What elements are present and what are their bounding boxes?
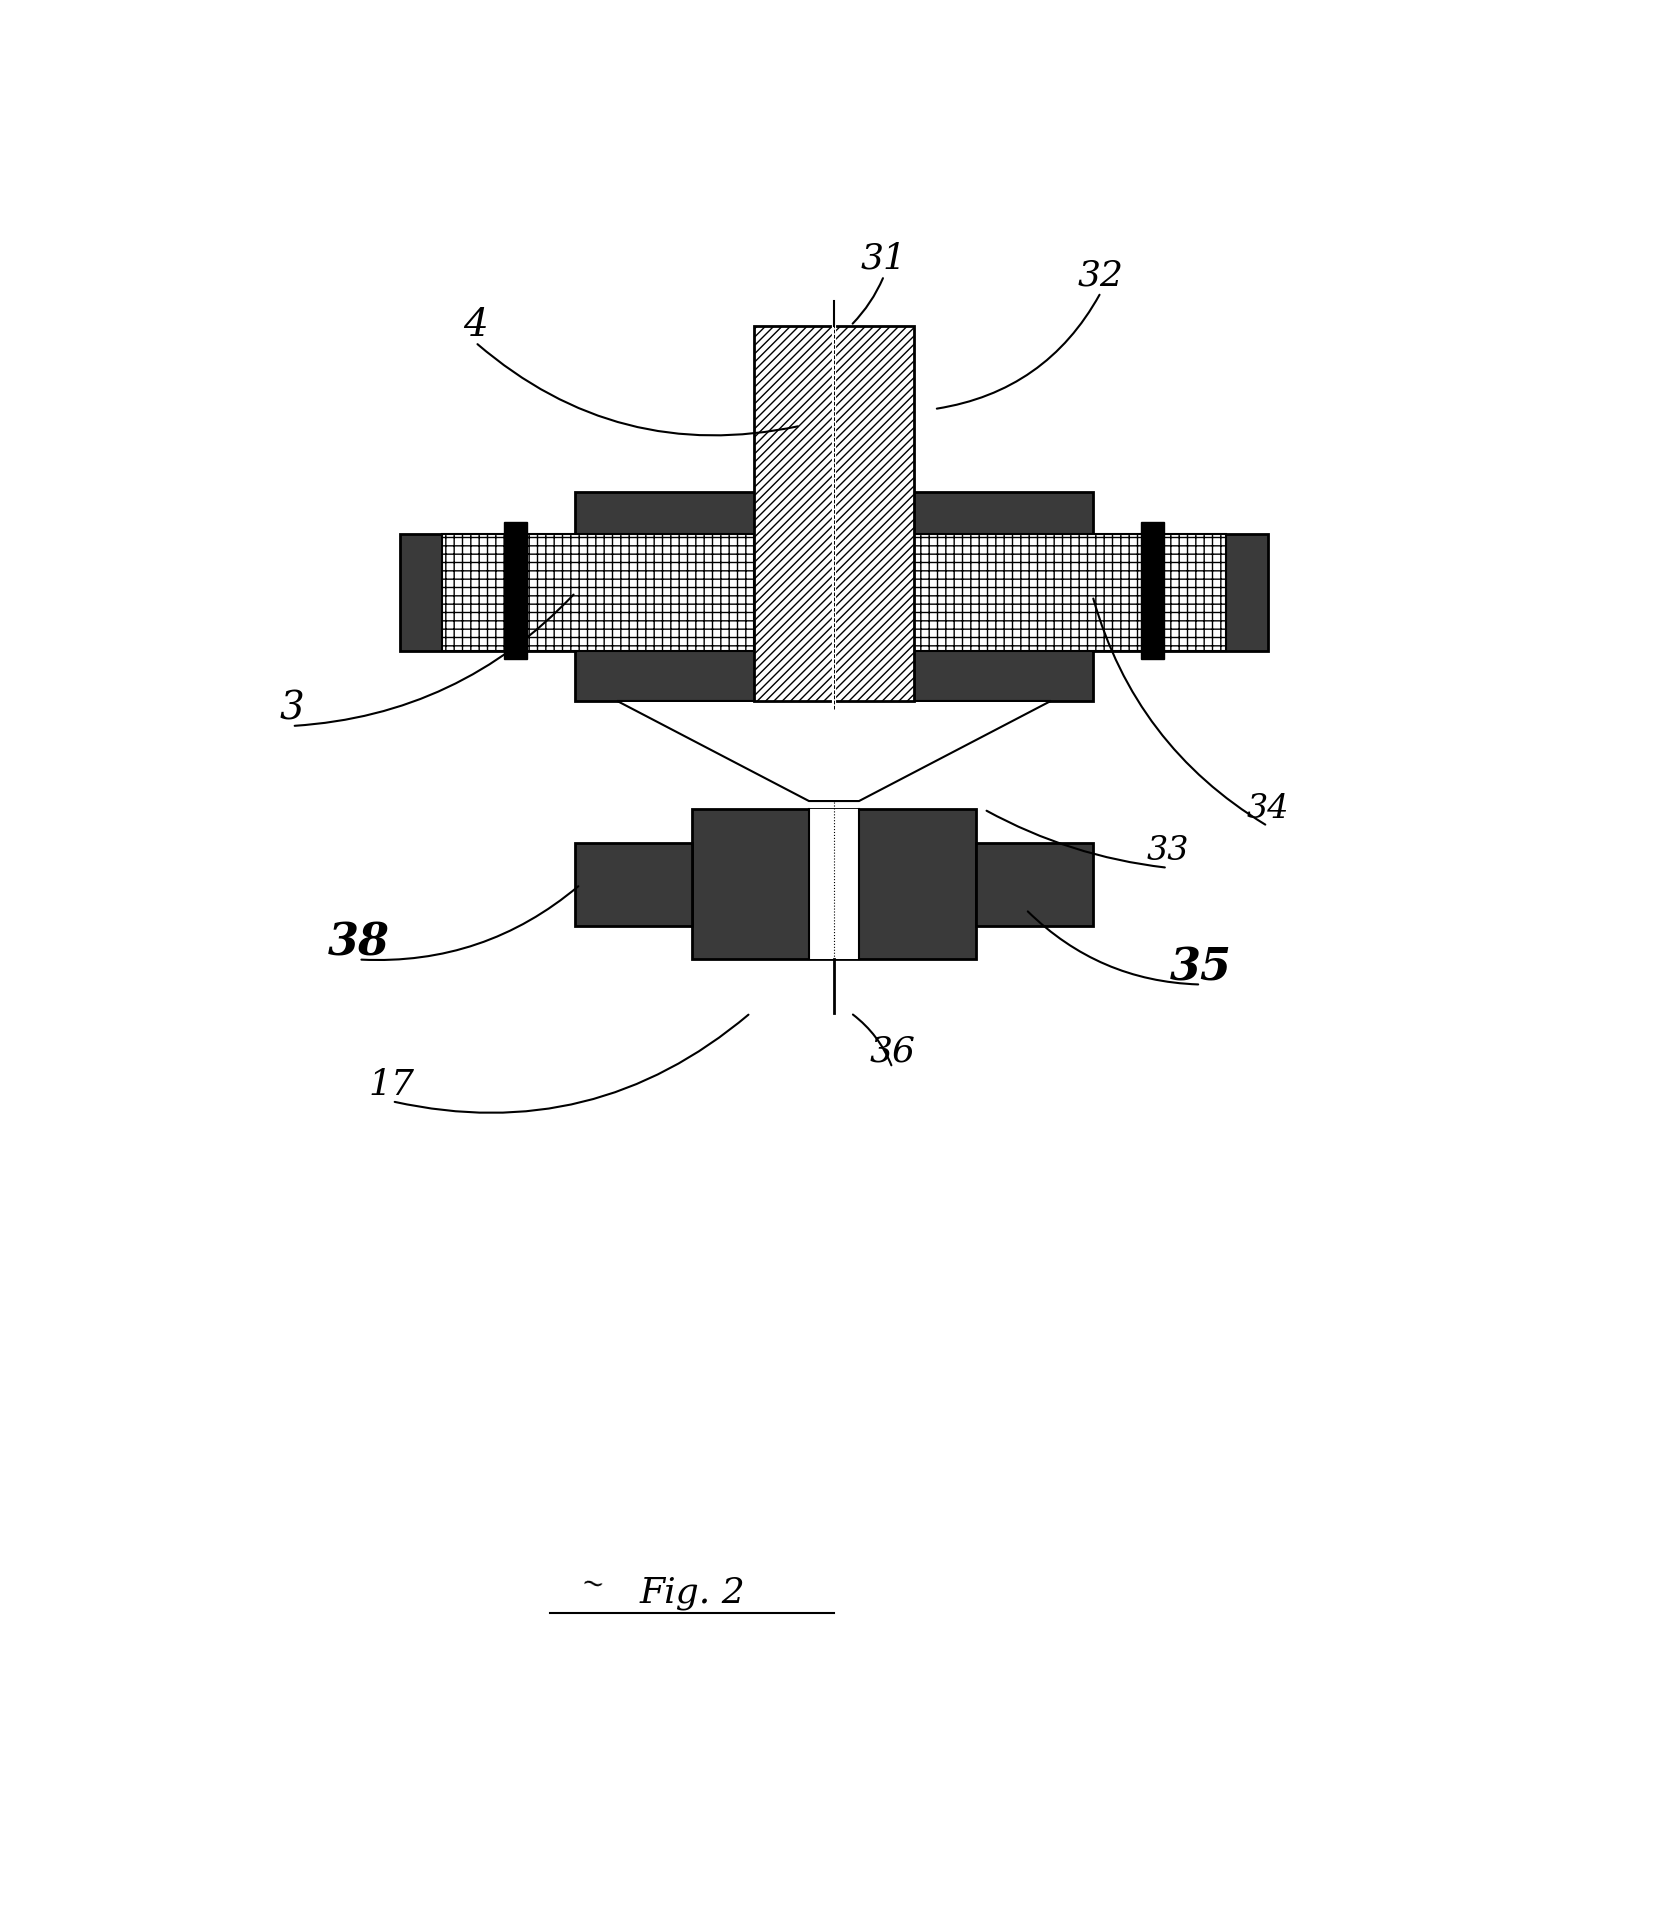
Text: 34: 34 <box>1246 793 1289 825</box>
Bar <box>442 533 754 651</box>
Bar <box>575 493 1093 700</box>
Text: Fig. 2: Fig. 2 <box>639 1575 746 1610</box>
Bar <box>504 522 527 660</box>
Bar <box>575 842 692 927</box>
Text: 38: 38 <box>327 921 390 965</box>
Bar <box>914 533 1226 651</box>
Text: 36: 36 <box>869 1034 916 1069</box>
Bar <box>809 810 859 960</box>
Bar <box>976 842 1093 927</box>
Text: 32: 32 <box>1078 259 1124 292</box>
Text: 35: 35 <box>1169 946 1233 990</box>
Text: 3: 3 <box>280 691 304 727</box>
Bar <box>692 810 976 960</box>
Bar <box>1141 522 1164 660</box>
Text: ~: ~ <box>579 1570 605 1600</box>
Text: 17: 17 <box>369 1067 415 1102</box>
Text: 33: 33 <box>1146 835 1189 867</box>
Text: 31: 31 <box>861 242 907 276</box>
Bar <box>1093 533 1268 651</box>
Text: 4: 4 <box>464 307 487 344</box>
Bar <box>400 533 575 651</box>
Bar <box>754 326 914 700</box>
Polygon shape <box>617 700 1051 800</box>
